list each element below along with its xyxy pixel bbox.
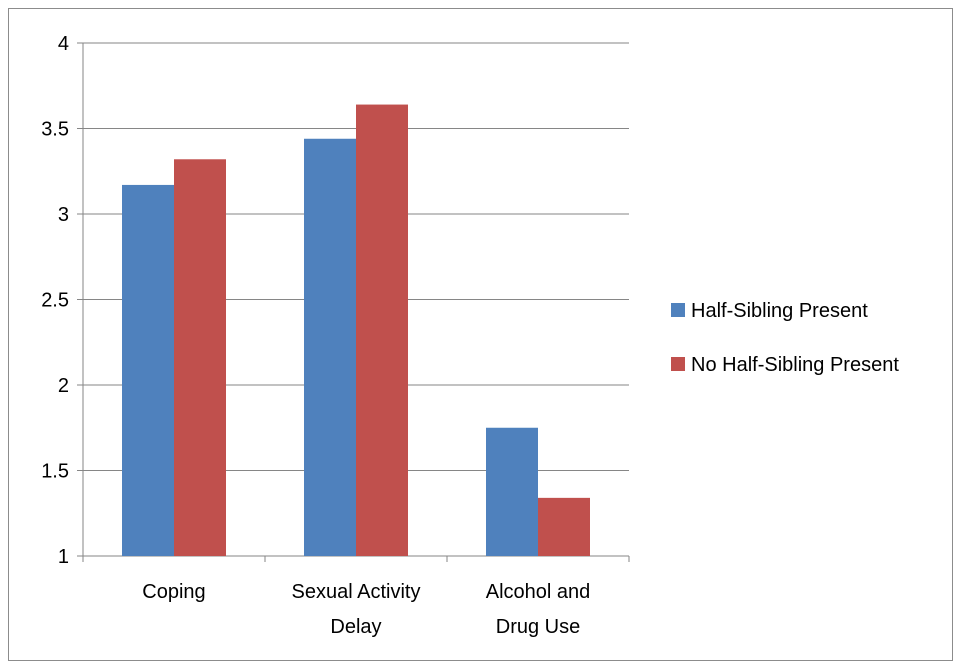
y-tick-label: 2.5	[41, 290, 69, 312]
y-tick-label: 3	[58, 204, 69, 226]
bar-half-sibling-present	[304, 138, 356, 556]
y-tick-label: 1	[58, 546, 69, 568]
y-tick-label: 4	[58, 33, 69, 55]
bar-half-sibling-present	[122, 184, 174, 556]
legend-swatch	[671, 303, 685, 317]
x-category-label: Drug Use	[496, 616, 580, 638]
y-tick-label: 2	[58, 375, 69, 397]
chart-frame: 1 1.5 2 2.5 3 3.5 4 Coping Sexual Activity Delay A…	[8, 8, 953, 661]
x-category-label: Delay	[330, 616, 381, 638]
legend-label: Half-Sibling Present	[691, 300, 868, 322]
x-category-label: Coping	[142, 581, 205, 603]
y-tick-label: 1.5	[41, 461, 69, 483]
legend-swatch	[671, 357, 685, 371]
legend-label: No Half-Sibling Present	[691, 354, 899, 376]
bar-chart: 1 1.5 2 2.5 3 3.5 4 Coping Sexual Activity Delay A…	[41, 33, 899, 638]
y-tick-label: 3.5	[41, 119, 69, 141]
x-category-label: Sexual Activity	[292, 581, 421, 603]
bar-half-sibling-present	[486, 427, 538, 556]
bar-no-half-sibling-present	[538, 497, 590, 556]
x-category-label: Alcohol and	[486, 581, 591, 603]
bar-no-half-sibling-present	[174, 159, 226, 556]
bar-no-half-sibling-present	[356, 104, 408, 556]
